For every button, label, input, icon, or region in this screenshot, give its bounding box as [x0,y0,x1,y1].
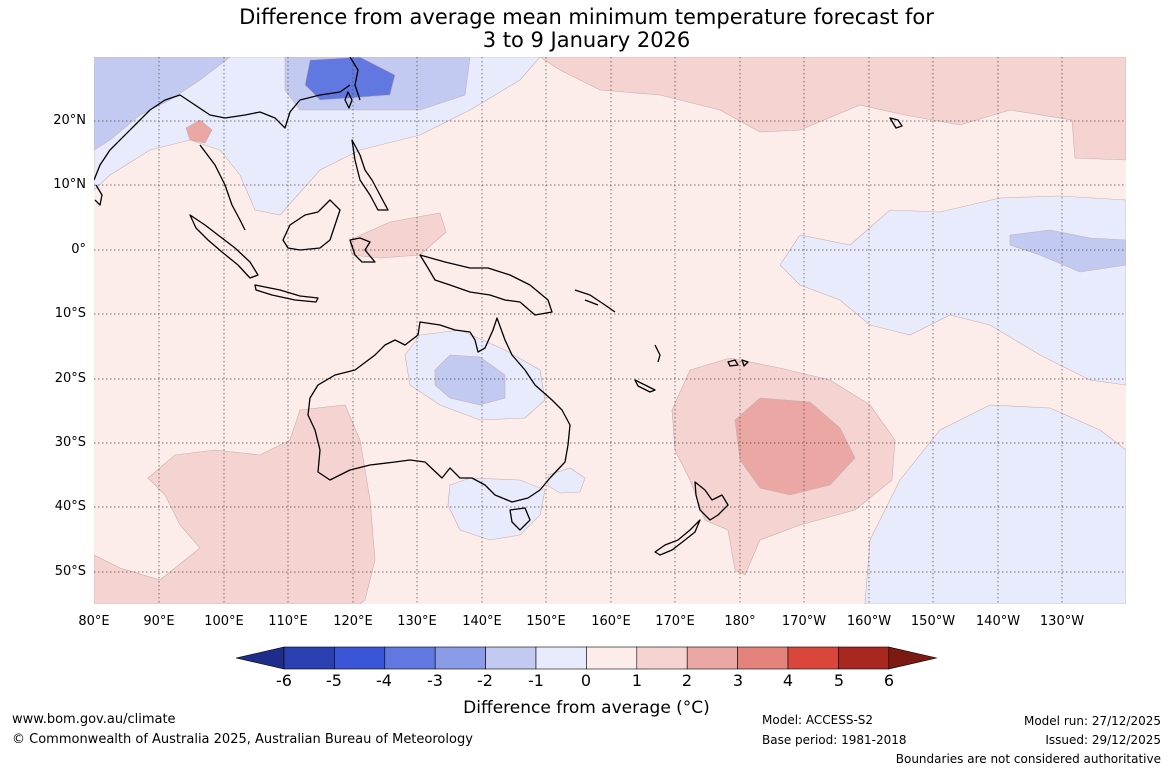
website-link[interactable]: www.bom.gov.au/climate [12,712,176,727]
lon-label: 140°E [462,614,502,629]
forecast-map [94,57,1126,604]
colorbar-swatch [434,646,486,670]
colorbar-swatch [636,646,688,670]
disclaimer: Boundaries are not considered authoritat… [895,752,1161,766]
sulawesi-coastline [349,237,376,263]
issued-date: Issued: 29/12/2025 [1045,733,1161,747]
lon-label: 110°E [268,614,308,629]
chart-subtitle: 3 to 9 January 2026 [482,28,691,52]
base-period: Base period: 1981-2018 [762,733,907,747]
anomaly-region-cool-qld-2 [434,354,506,406]
new-zealand-north-coastline [694,481,729,521]
lat-label: 40°S [54,499,86,514]
japan-coastline [349,57,361,101]
lon-label: 180° [724,614,756,629]
colorbar-tick: -4 [376,671,392,690]
lon-label: 160°W [846,614,892,629]
borneo-coastline [282,199,341,251]
lat-label: 20°S [54,371,86,386]
colorbar-tick: 1 [631,671,643,690]
colorbar-tick: 2 [681,671,693,690]
anomaly-region-cool-tasman [547,467,586,494]
colorbar-tick: -2 [477,671,493,690]
lat-label: 30°S [54,435,86,450]
lat-label: 0° [71,242,86,257]
anomaly-region-warm-png [349,212,447,259]
lon-label: 140°W [975,614,1021,629]
colorbar-swatch [334,646,386,670]
colorbar-tick: -1 [528,671,544,690]
new-guinea-coastline [419,254,553,316]
colorbar-tick: 6 [883,671,895,690]
new-zealand-south-coastline [654,519,701,556]
lon-label: 160°E [591,614,631,629]
anomaly-region-cool-vic [447,477,546,541]
lat-label: 10°N [53,177,86,192]
hawaii-coastline [889,117,903,129]
colorbar-swatch [384,646,436,670]
colorbar-swatch [485,646,537,670]
chart-title: Difference from average mean minimum tem… [239,5,934,29]
model-name: Model: ACCESS-S2 [762,713,874,727]
philippines-coastline [351,139,389,211]
lon-label: 90°E [143,614,175,629]
colorbar-tick: 3 [732,671,744,690]
lon-label: 120°E [333,614,373,629]
anomaly-region-warm-npac [539,57,1126,161]
new-caledonia-coastline [634,379,656,393]
colorbar-swatch [787,646,839,670]
colorbar-extension-high [888,646,937,670]
colorbar-tick: 5 [833,671,845,690]
colorbar-tick: -6 [276,671,292,690]
fiji-coastline [727,359,749,367]
lon-label: 80°E [78,614,110,629]
colorbar-tick: -3 [427,671,443,690]
colorbar-extension-low [235,646,285,670]
colorbar-swatch [838,646,890,670]
vanuatu-coastline [654,344,661,363]
sumatra-coastline [189,214,259,279]
anomaly-region-cool-eqpac-2 [1009,229,1126,273]
lon-label: 170°E [655,614,695,629]
anomaly-region-cool-japan-2 [304,57,396,101]
java-coastline [254,284,319,303]
copyright-text: © Commonwealth of Australia 2025, Austra… [12,732,473,747]
colorbar-label: Difference from average (°C) [463,698,710,718]
solomon-islands-coastline [574,289,616,313]
anomaly-region-cool-sepac [864,404,1126,604]
colorbar-tick: 4 [782,671,794,690]
map-gridlines [94,57,1126,604]
colorbar-tick: 0 [580,671,592,690]
tasmania-coastline [509,507,531,531]
sri-lanka-coastline [94,184,103,206]
lon-label: 100°E [204,614,244,629]
anomaly-region-warm-myanmar [185,119,213,144]
anomaly-region-cool-asia-2 [94,57,231,151]
colorbar-swatch [283,646,335,670]
lon-label: 150°E [526,614,566,629]
australia-coastline [307,317,571,503]
taiwan-coastline [344,91,353,109]
lon-label: 170°W [781,614,827,629]
colorbar-swatch [586,646,638,670]
lon-label: 150°W [910,614,956,629]
colorbar-tick: -5 [326,671,342,690]
anomaly-region-warm-swpac-core [734,397,856,496]
asia-mainland-coastline [94,84,351,231]
lat-label: 50°S [54,564,86,579]
anomaly-region-warm-indian [94,404,376,604]
lon-label: 130°E [397,614,437,629]
colorbar-swatch [535,646,587,670]
lat-label: 10°S [54,306,86,321]
lon-label: 130°W [1039,614,1085,629]
lat-label: 20°N [53,113,86,128]
colorbar [235,646,937,670]
model-run-date: Model run: 27/12/2025 [1023,714,1161,728]
colorbar-swatch [737,646,789,670]
colorbar-swatch [686,646,738,670]
